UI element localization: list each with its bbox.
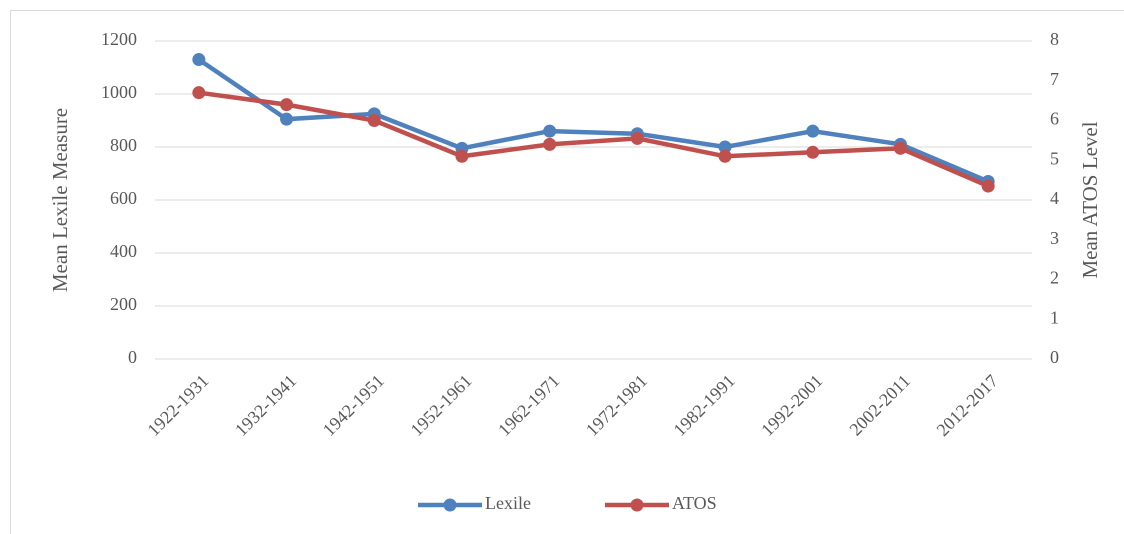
y-axis-label: Mean Lexile Measure (48, 108, 72, 292)
data-point (893, 141, 907, 155)
x-tick-label: 1982-1991 (669, 371, 738, 440)
x-tick-label: 1942-1951 (319, 371, 388, 440)
y-tick-label: 1200 (101, 29, 137, 49)
y2-tick-label: 2 (1050, 268, 1059, 288)
data-point (630, 131, 644, 145)
legend-marker (630, 498, 644, 512)
y2-tick-label: 1 (1050, 307, 1059, 327)
data-point (718, 149, 732, 163)
data-point (806, 124, 820, 138)
data-point (543, 137, 557, 151)
y-tick-label: 200 (110, 294, 137, 314)
y-tick-label: 800 (110, 135, 137, 155)
x-tick-label: 1952-1961 (406, 371, 475, 440)
data-point (280, 98, 294, 112)
y2-tick-label: 0 (1050, 347, 1059, 367)
y2-tick-label: 6 (1050, 109, 1059, 129)
x-tick-label: 2012-2017 (933, 371, 1002, 440)
x-tick-label: 1972-1981 (582, 371, 651, 440)
y2-tick-label: 3 (1050, 228, 1059, 248)
x-tick-label: 2002-2011 (845, 371, 914, 440)
x-tick-label: 1962-1971 (494, 371, 563, 440)
y-tick-label: 1000 (101, 82, 137, 102)
data-point (192, 86, 206, 100)
legend-label: ATOS (672, 493, 717, 513)
y-tick-label: 0 (128, 347, 137, 367)
legend-marker (443, 498, 457, 512)
y2-tick-label: 5 (1050, 148, 1059, 168)
data-point (806, 145, 820, 159)
data-point (718, 140, 732, 154)
y-tick-label: 600 (110, 188, 137, 208)
x-tick-label: 1932-1941 (231, 371, 300, 440)
data-point (367, 114, 381, 127)
series-line (197, 57, 990, 184)
x-tick-label: 1922-1931 (143, 371, 212, 440)
y2-tick-label: 8 (1050, 29, 1059, 49)
x-tick-label: 1992-2001 (757, 371, 826, 440)
data-point (280, 112, 294, 126)
y2-tick-label: 4 (1050, 188, 1059, 208)
legend-label: Lexile (485, 493, 531, 513)
data-point (981, 179, 995, 193)
chart-border (10, 10, 1124, 534)
data-point (455, 149, 469, 163)
y2-axis-label: Mean ATOS Level (1078, 121, 1102, 278)
y-tick-label: 400 (110, 241, 137, 261)
y2-tick-label: 7 (1050, 69, 1059, 89)
series-line (198, 90, 990, 189)
data-point (543, 124, 557, 138)
data-point (192, 53, 206, 67)
